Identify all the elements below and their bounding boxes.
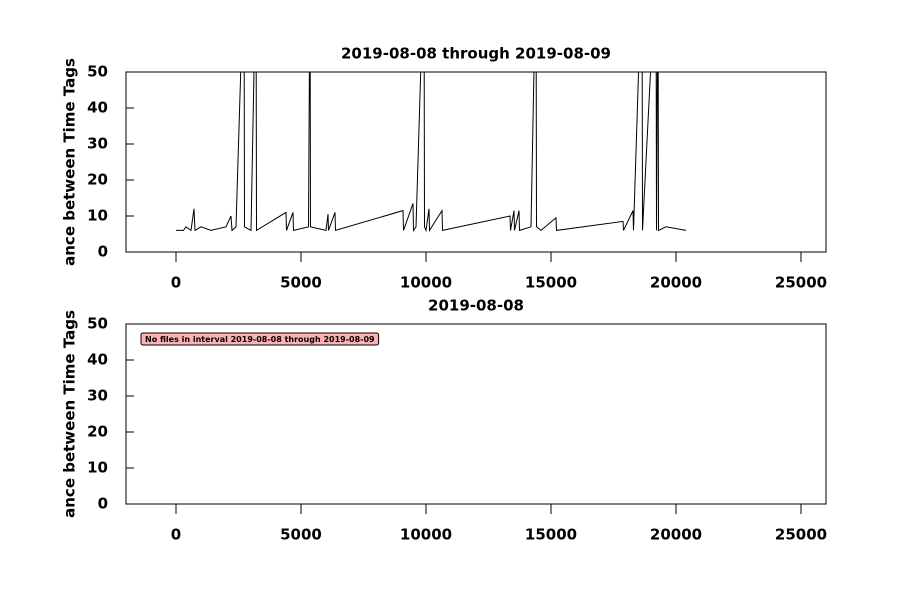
y-tick-label: 20 (87, 423, 108, 441)
annotation: No files in interval 2019-08-08 through … (145, 335, 375, 344)
y-tick-label: 40 (87, 351, 108, 369)
annotation-box: No files in interval 2019-08-08 through … (140, 332, 380, 346)
x-tick-label: 10000 (400, 526, 452, 544)
data-line (176, 72, 687, 233)
y-tick-label: 40 (87, 99, 108, 117)
plot-frame (125, 71, 827, 253)
x-tick-label: 5000 (280, 526, 322, 544)
y-tick-label: 0 (98, 243, 108, 261)
x-tick-label: 0 (171, 526, 181, 544)
y-tick-label: 10 (87, 459, 108, 477)
y-tick-label: 20 (87, 171, 108, 189)
x-tick-label: 25000 (775, 274, 827, 292)
y-tick-label: 50 (87, 315, 108, 333)
x-tick-label: 20000 (650, 274, 702, 292)
y-tick-label: 10 (87, 207, 108, 225)
x-tick-label: 5000 (280, 274, 322, 292)
y-tick-label: 0 (98, 495, 108, 513)
y-axis-label: ance between Time Tags (61, 310, 79, 518)
y-tick-label: 30 (87, 135, 108, 153)
y-tick-label: 50 (87, 63, 108, 81)
x-tick-label: 10000 (400, 274, 452, 292)
x-tick-label: 0 (171, 274, 181, 292)
plot-frame (125, 323, 827, 505)
chart-title: 2019-08-08 (428, 297, 524, 315)
x-tick-label: 15000 (525, 526, 577, 544)
annotation-background (140, 332, 380, 346)
chart-title: 2019-08-08 through 2019-08-09 (341, 45, 611, 63)
x-tick-label: 25000 (775, 526, 827, 544)
plot-area (176, 72, 687, 233)
x-tick-label: 15000 (525, 274, 577, 292)
y-tick-label: 30 (87, 387, 108, 405)
y-axis-label: ance between Time Tags (61, 58, 79, 266)
x-tick-label: 20000 (650, 526, 702, 544)
